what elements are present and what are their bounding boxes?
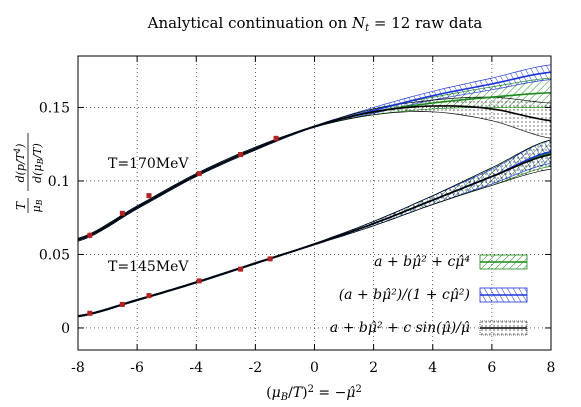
svg-text:μB: μB (30, 199, 44, 212)
legend-label-poly4: a + bμ̂² + cμ̂⁴ (374, 254, 470, 270)
svg-text:d(p/T4): d(p/T4) (13, 144, 27, 183)
data-point (119, 210, 125, 216)
data-point (196, 278, 202, 284)
data-point (146, 293, 152, 299)
data-points (87, 135, 279, 316)
data-point (87, 232, 93, 238)
data-point (196, 171, 202, 177)
chart-title: Analytical continuation on Nt = 12 raw d… (147, 14, 483, 34)
x-tick-label: 6 (487, 360, 496, 376)
data-point (119, 301, 125, 307)
fit-curves (77, 71, 552, 317)
x-axis-label: (μB/T)2 = −μ̂2 (266, 384, 362, 403)
data-point (87, 310, 93, 316)
data-point (238, 151, 244, 157)
curve-sin-170MeV (77, 105, 552, 241)
legend-label-sin: a + bμ̂² + c sin(μ̂)/μ̂ (330, 320, 470, 336)
legend-label-pade: (a + bμ̂²)/(1 + cμ̂²) (339, 287, 470, 303)
svg-text:d(μB/T): d(μB/T) (31, 143, 45, 183)
axis-ticks: -8 -6 -4 -2 0 2 4 6 8 0 0.05 0.1 0.15 (39, 56, 556, 376)
legend: a + bμ̂² + cμ̂⁴ (a + bμ̂²)/(1 + cμ̂²) a … (330, 254, 528, 336)
y-tick-label: 0.1 (48, 174, 70, 190)
x-tick-label: 4 (428, 360, 437, 376)
y-tick-label: 0 (61, 321, 70, 337)
x-tick-label: -4 (189, 360, 203, 376)
fit-bands (77, 64, 552, 318)
data-point (273, 135, 279, 141)
x-tick-label: 2 (369, 360, 378, 376)
x-tick-label: -8 (71, 360, 85, 376)
y-tick-label: 0.15 (39, 100, 70, 116)
data-point (146, 193, 152, 199)
y-tick-label: 0.05 (39, 247, 70, 263)
annotation-145mev: T=145MeV (108, 259, 189, 275)
x-tick-label: -6 (130, 360, 144, 376)
annotation-170mev: T=170MeV (108, 156, 189, 172)
svg-text:T: T (14, 201, 28, 210)
x-tick-label: -2 (249, 360, 263, 376)
curve-sin-145MeV (77, 153, 552, 317)
data-point (238, 266, 244, 272)
y-axis-label: T μB d(p/T4) d(μB/T) (13, 133, 45, 213)
data-point (267, 256, 273, 262)
x-tick-label: 8 (547, 360, 556, 376)
x-tick-label: 0 (310, 360, 319, 376)
